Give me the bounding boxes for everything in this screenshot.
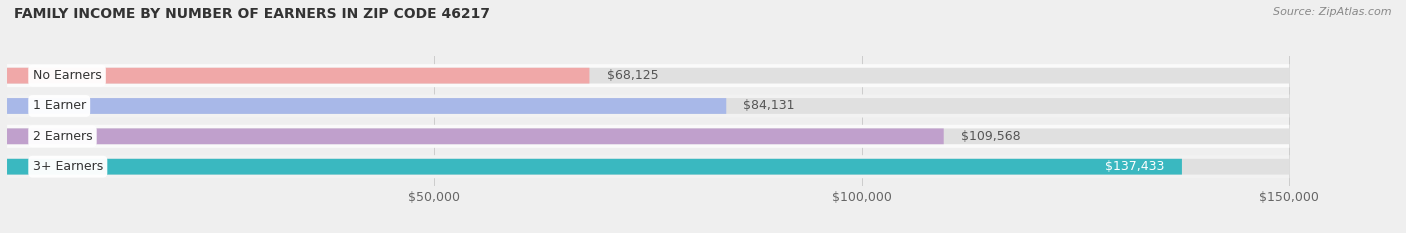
Text: 3+ Earners: 3+ Earners <box>32 160 103 173</box>
FancyBboxPatch shape <box>7 128 943 144</box>
FancyBboxPatch shape <box>7 159 1289 175</box>
FancyBboxPatch shape <box>7 68 589 84</box>
FancyBboxPatch shape <box>7 94 1289 117</box>
Text: $68,125: $68,125 <box>606 69 658 82</box>
Text: Source: ZipAtlas.com: Source: ZipAtlas.com <box>1274 7 1392 17</box>
Text: $137,433: $137,433 <box>1105 160 1164 173</box>
FancyBboxPatch shape <box>7 98 727 114</box>
FancyBboxPatch shape <box>7 64 1289 87</box>
Text: FAMILY INCOME BY NUMBER OF EARNERS IN ZIP CODE 46217: FAMILY INCOME BY NUMBER OF EARNERS IN ZI… <box>14 7 491 21</box>
Text: $84,131: $84,131 <box>744 99 794 113</box>
FancyBboxPatch shape <box>7 125 1289 148</box>
Text: No Earners: No Earners <box>32 69 101 82</box>
FancyBboxPatch shape <box>7 155 1289 178</box>
Text: $109,568: $109,568 <box>960 130 1021 143</box>
FancyBboxPatch shape <box>7 98 1289 114</box>
Text: 2 Earners: 2 Earners <box>32 130 93 143</box>
FancyBboxPatch shape <box>7 68 1289 84</box>
FancyBboxPatch shape <box>7 159 1182 175</box>
Text: 1 Earner: 1 Earner <box>32 99 86 113</box>
FancyBboxPatch shape <box>7 128 1289 144</box>
